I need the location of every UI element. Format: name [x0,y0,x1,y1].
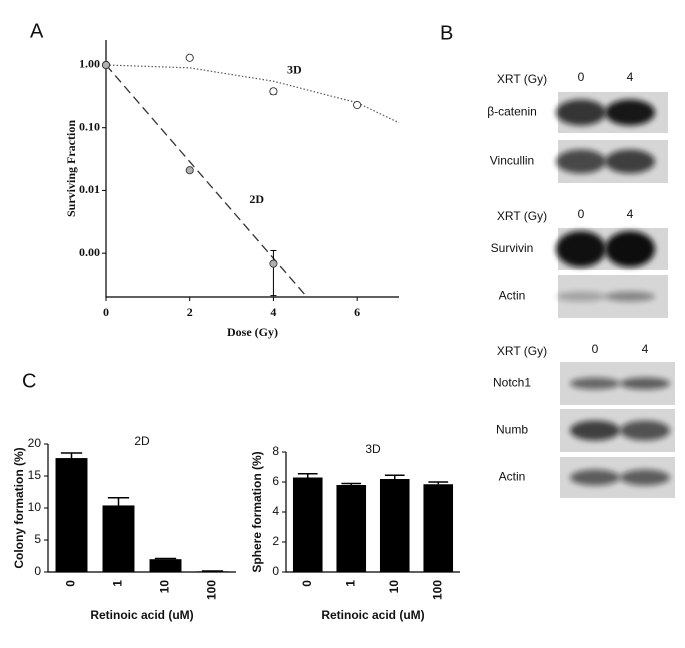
annotation: 2D [249,192,264,206]
x-tick-label: 1 [343,580,357,587]
blot-band [556,291,606,302]
error-bar [384,474,405,479]
y-axis-label: Surviving Fraction [64,120,78,217]
y-tick-label: 0 [34,564,41,578]
error-bar [428,481,449,485]
blot-band [556,149,606,174]
data-point [185,166,194,175]
fit-line [105,64,400,124]
lane-label: 4 [642,342,649,356]
panel-label: B [440,22,453,44]
blot-header: XRT (Gy) [497,72,547,86]
y-tick-label: 0.10 [79,119,100,133]
data-point [353,100,362,110]
y-tick-label: 2 [272,534,279,548]
bar [379,479,410,572]
blot-header: XRT (Gy) [497,209,547,223]
data-point [269,259,278,268]
data-point [101,60,111,70]
data-point [185,53,194,62]
chart-title: 2D [134,434,150,448]
bar [292,477,323,572]
blot-band [620,377,670,390]
lane-label: 0 [578,70,585,84]
blot-header: XRT (Gy) [497,344,547,358]
annotation: 3D [287,63,302,77]
panel-label: C [22,370,36,392]
x-tick-label: 4 [270,305,276,319]
blot-band [605,149,655,174]
blot-row-label: Notch1 [493,376,531,390]
x-tick-label: 100 [430,580,444,600]
error-bar [270,250,277,297]
x-tick-label: 0 [64,580,78,587]
bar [55,458,88,572]
blot-band [570,469,620,486]
y-tick-label: 15 [28,468,42,482]
error-bar [297,473,318,478]
x-tick-label: 1 [111,580,125,587]
error-bar [154,557,177,560]
y-tick-label: 4 [272,504,279,518]
y-tick-label: 6 [272,474,279,488]
bar [336,485,367,572]
lane-label: 0 [592,342,599,356]
x-axis-label: Retinoic acid (uM) [90,608,193,622]
x-tick-label: 2 [187,305,193,319]
y-tick-label: 1.00 [79,57,100,71]
blot-band [570,420,620,441]
axis [105,40,399,298]
y-tick-label: 8 [272,444,279,458]
y-tick-label: 5 [34,532,41,546]
blot-band [620,469,670,486]
blot-band [570,377,620,390]
x-tick-label: 0 [103,305,109,319]
blot-band [556,231,606,267]
bar [102,505,135,572]
x-tick-label: 10 [387,580,401,594]
y-tick-label: 0.00 [79,245,100,259]
data-point [269,87,278,96]
bar [423,484,454,572]
y-tick-label: 10 [28,500,42,514]
x-tick-label: 10 [158,580,172,594]
error-bar [341,482,362,485]
blot-row-label: Actin [499,289,526,303]
chart-title: 3D [365,442,381,456]
bar [149,559,182,572]
lane-label: 4 [627,207,634,221]
blot-band [605,291,655,302]
lane-label: 0 [578,207,585,221]
y-axis-label: Sphere formation (%) [250,451,264,572]
blot-band [620,420,670,441]
blot-row-label: Actin [499,470,526,484]
x-tick-label: 100 [205,580,219,600]
blot-row-label: Vincullin [490,154,534,168]
panel-label: A [30,20,44,42]
blot-row-label: Survivin [491,241,534,255]
error-bar [60,452,83,459]
blot-band [556,99,606,126]
blot-band [605,231,655,267]
error-bar [107,497,130,506]
x-axis-label: Dose (Gy) [227,325,278,339]
blot-band [605,99,655,126]
blot-row-label: β-catenin [487,105,537,119]
y-tick-label: 20 [28,436,42,450]
y-axis-label: Colony formation (%) [12,447,26,568]
x-tick-label: 6 [354,305,360,319]
x-axis-label: Retinoic acid (uM) [321,608,424,622]
lane-label: 4 [627,70,634,84]
x-tick-label: 0 [300,580,314,587]
y-tick-label: 0 [272,564,279,578]
y-tick-label: 0.01 [79,182,100,196]
blot-row-label: Numb [496,423,528,437]
